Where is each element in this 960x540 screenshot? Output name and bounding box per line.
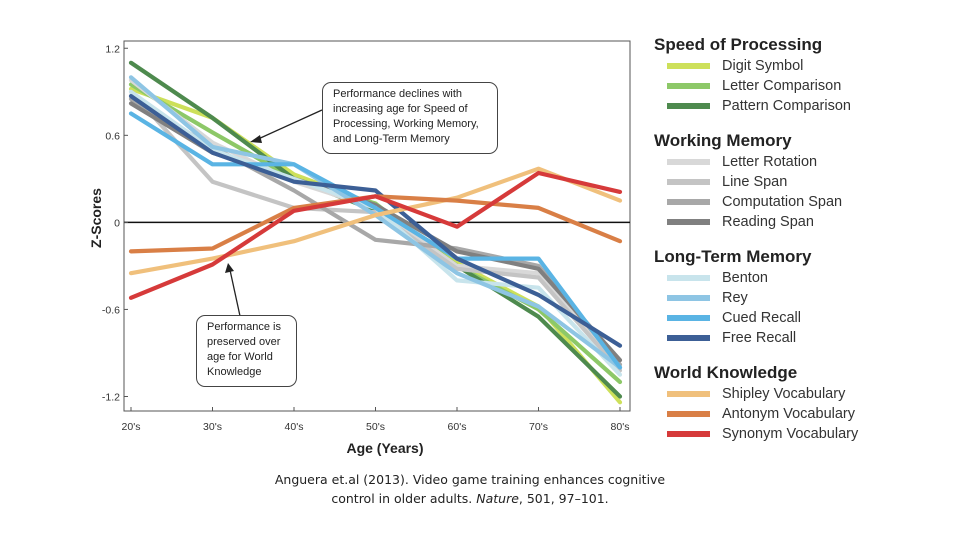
x-tick-label: 30's: [203, 421, 222, 433]
legend-swatch: [667, 83, 710, 89]
legend-swatch: [667, 335, 710, 341]
legend-group-title: Speed of Processing: [654, 35, 823, 54]
arrow-head-top: [250, 135, 262, 143]
y-tick-label: -0.6: [102, 304, 120, 316]
arrow-line-bottom: [229, 269, 241, 317]
y-tick-label: 0: [114, 217, 120, 229]
annotation-preserved-line-3: age for World: [207, 351, 273, 363]
legend-swatch: [667, 275, 710, 281]
legend-item: Line Span: [654, 172, 954, 192]
legend-label: Cued Recall: [722, 310, 801, 326]
legend-item: Shipley Vocabulary: [654, 384, 954, 404]
legend-item: Benton: [654, 268, 954, 288]
annotation-decline-line-4: and Long-Term Memory: [333, 133, 450, 145]
legend-item: Letter Comparison: [654, 76, 954, 96]
legend-swatch: [667, 315, 710, 321]
citation-caption: Anguera et.al (2013). Video game trainin…: [230, 470, 710, 508]
legend-label: Letter Rotation: [722, 154, 818, 170]
plot-area: [123, 40, 631, 412]
legend-swatch: [667, 431, 710, 437]
legend-label: Digit Symbol: [722, 58, 804, 74]
legend-group-title: Long-Term Memory: [654, 247, 812, 266]
legend-swatch: [667, 295, 710, 301]
legend-swatch: [667, 63, 710, 69]
series-line-cued-recall: [128, 111, 623, 370]
legend-swatch: [667, 103, 710, 109]
x-tick-label: 50's: [366, 421, 385, 433]
legend-label: Rey: [722, 290, 748, 306]
caption-line-2: control in older adults. Nature, 501, 97…: [230, 489, 710, 508]
legend-swatch: [667, 411, 710, 417]
tick-layer: 1.2 0.6 0 -0.6 -1.2 20's 30's 40's 50's 60's 70's 8…: [102, 43, 630, 433]
legend-label: Shipley Vocabulary: [722, 386, 846, 402]
legend-item: Pattern Comparison: [654, 96, 954, 116]
legend-label: Computation Span: [722, 194, 843, 210]
annotation-preserved: Performance is preserved over age for Wo…: [196, 315, 297, 387]
annotation-arrows: [225, 109, 323, 317]
y-tick-label: 0.6: [105, 130, 120, 142]
series-line-line-span: [128, 89, 623, 373]
legend-label: Pattern Comparison: [722, 98, 851, 114]
legend-item: Antonym Vocabulary: [654, 404, 954, 424]
x-tick-label: 70's: [529, 421, 548, 433]
legend-item: Cued Recall: [654, 308, 954, 328]
annotation-decline: Performance declines with increasing age…: [322, 82, 498, 154]
legend-label: Free Recall: [722, 330, 797, 346]
annotation-decline-line-1: Performance declines with: [333, 88, 463, 100]
x-axis-label: Age (Years): [346, 440, 423, 456]
legend-group-title: World Knowledge: [654, 363, 798, 382]
caption-line-1: Anguera et.al (2013). Video game trainin…: [274, 472, 666, 487]
legend-item: Reading Span: [654, 212, 954, 232]
annotation-decline-line-3: Processing, Working Memory,: [333, 118, 479, 130]
legend-swatch: [667, 179, 710, 185]
annotation-preserved-line-4: Knowledge: [207, 366, 262, 378]
caption-citation: , 501, 97–101.: [518, 491, 609, 506]
legend-label: Benton: [722, 270, 768, 286]
caption-text: control in older adults.: [331, 491, 477, 506]
x-tick-label: 40's: [285, 421, 304, 433]
legend-label: Antonym Vocabulary: [722, 406, 855, 422]
x-tick-label: 20's: [122, 421, 141, 433]
y-axis-label: Z-Scores: [88, 188, 104, 248]
legend-label: Letter Comparison: [722, 78, 842, 94]
legend-group-title: Working Memory: [654, 131, 792, 150]
legend-swatch: [667, 391, 710, 397]
legend-item: Free Recall: [654, 328, 954, 348]
legend-swatch: [667, 199, 710, 205]
legend: Speed of Processing Digit Symbol Letter Co…: [654, 34, 954, 444]
legend-item: Rey: [654, 288, 954, 308]
y-tick-label: -1.2: [102, 391, 120, 403]
y-tick-label: 1.2: [105, 43, 120, 55]
journal-name: Nature: [476, 491, 519, 506]
series-layer: [128, 60, 623, 405]
legend-label: Reading Span: [722, 214, 814, 230]
legend-item: Digit Symbol: [654, 56, 954, 76]
annotation-preserved-line-2: preserved over: [207, 336, 281, 348]
x-tick-label: 60's: [448, 421, 467, 433]
series-line-free-recall: [128, 93, 623, 348]
legend-label: Synonym Vocabulary: [722, 426, 859, 442]
series-line-synonym-vocabulary: [128, 170, 623, 300]
legend-label: Line Span: [722, 174, 788, 190]
legend-item: Synonym Vocabulary: [654, 424, 954, 444]
legend-item: Computation Span: [654, 192, 954, 212]
legend-swatch: [667, 159, 710, 165]
arrow-line-top: [255, 109, 323, 141]
annotation-preserved-line-1: Performance is: [207, 321, 281, 333]
arrow-head-bottom: [225, 263, 234, 273]
x-tick-label: 80's: [611, 421, 630, 433]
annotation-decline-line-2: increasing age for Speed of: [333, 103, 468, 115]
legend-swatch: [667, 219, 710, 225]
legend-item: Letter Rotation: [654, 152, 954, 172]
series-line-shipley-vocabulary: [128, 166, 623, 276]
